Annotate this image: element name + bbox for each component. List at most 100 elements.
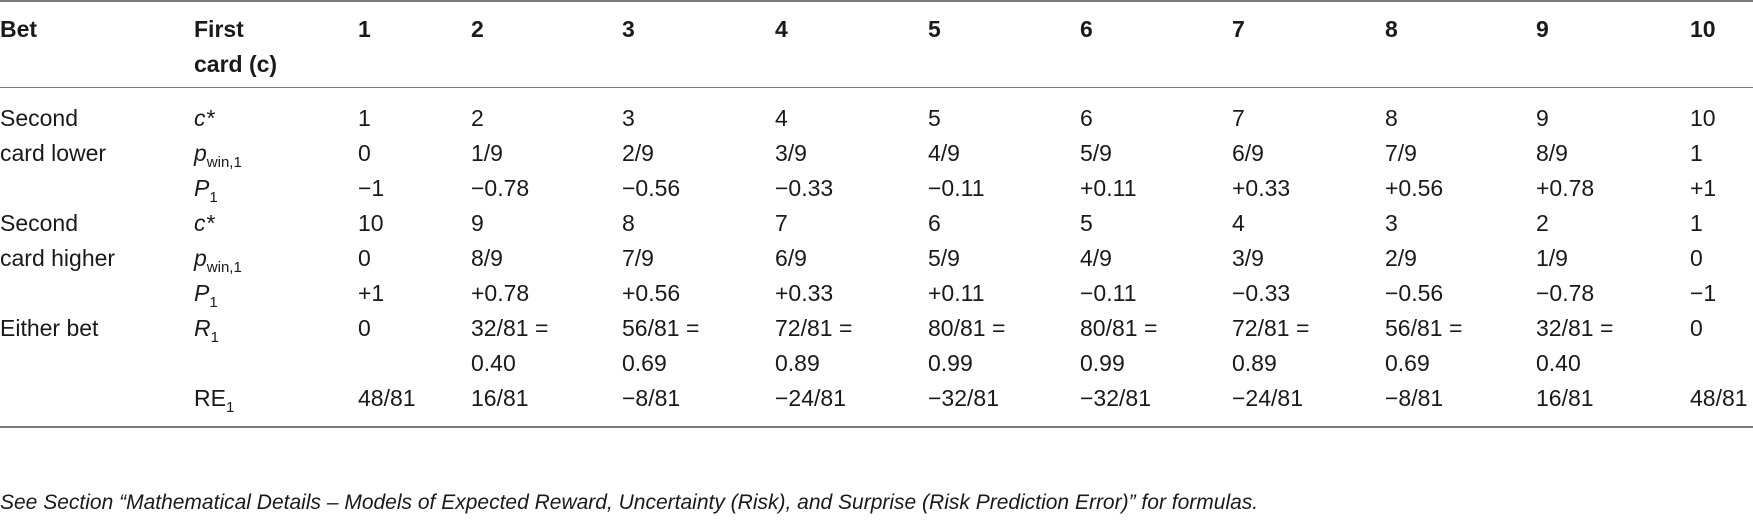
table-cell: −0.56	[1385, 280, 1444, 306]
row-variable: pwin,1	[194, 139, 242, 177]
table-cell: 0.89	[1232, 350, 1277, 376]
table-cell: 3/9	[1232, 245, 1264, 271]
table-cell: 6/9	[775, 245, 807, 271]
table-cell: −0.11	[1080, 280, 1137, 306]
header-col-2: 2	[471, 16, 484, 42]
table-cell: 0.40	[1536, 350, 1581, 376]
table-cell: 3	[622, 105, 635, 131]
table-cell: −0.78	[471, 175, 530, 201]
table-cell: 7/9	[622, 245, 654, 271]
table-cell: 3/9	[775, 140, 807, 166]
table-cell: −32/81	[928, 385, 999, 411]
row-variable-subscript: win,1	[206, 154, 242, 171]
table-cell: +0.56	[622, 280, 681, 306]
group-label-lower-line1: Second	[0, 105, 79, 131]
table-cell: 5	[928, 105, 941, 131]
header-col-3: 3	[622, 16, 635, 42]
table-cell: 8/9	[1536, 140, 1568, 166]
header-bet: Bet	[0, 16, 38, 42]
header-col-1: 1	[358, 16, 371, 42]
table-cell: 6	[1080, 105, 1093, 131]
table-cell: 9	[1536, 105, 1549, 131]
table-cell: 5/9	[928, 245, 960, 271]
table-cell: 32/81 =	[1536, 315, 1614, 341]
row-variable-subscript: 1	[209, 294, 218, 311]
row-variable: c*	[194, 104, 214, 142]
table-cell: 0.89	[775, 350, 820, 376]
row-variable: R1	[194, 314, 219, 352]
table-cell: 32/81 =	[471, 315, 549, 341]
bottom-rule	[0, 426, 1753, 428]
table-cell: 2	[1536, 210, 1549, 236]
table-cell: 1	[1690, 210, 1703, 236]
header-rule	[0, 87, 1753, 88]
row-variable-symbol: p	[194, 140, 207, 166]
table-cell: 0.99	[1080, 350, 1125, 376]
row-variable-symbol: P	[194, 175, 210, 201]
table-cell: −8/81	[622, 385, 681, 411]
row-variable-subscript: win,1	[206, 259, 242, 276]
group-label-lower-line2: card lower	[0, 140, 107, 166]
header-col-6: 6	[1080, 16, 1093, 42]
table-cell: 56/81 =	[1385, 315, 1463, 341]
top-rule	[0, 0, 1753, 2]
row-variable-subscript: 1	[209, 189, 218, 206]
table-cell: −1	[358, 175, 385, 201]
table-cell: −0.33	[775, 175, 834, 201]
table-cell: 1	[1690, 140, 1703, 166]
group-label-either: Either bet	[0, 315, 99, 341]
table-cell: 4/9	[1080, 245, 1112, 271]
row-variable-symbol: RE	[194, 385, 226, 411]
table-cell: 7	[775, 210, 788, 236]
table-cell: 4/9	[928, 140, 960, 166]
table-cell: 72/81 =	[775, 315, 853, 341]
table-cell: +0.11	[1080, 175, 1137, 201]
row-variable-symbol: c*	[194, 210, 215, 236]
header-col-5: 5	[928, 16, 941, 42]
table-cell: +0.33	[1232, 175, 1291, 201]
table-cell: 2/9	[1385, 245, 1417, 271]
table-cell: 16/81	[1536, 385, 1594, 411]
row-variable: P1	[194, 174, 218, 212]
table-cell: +0.33	[775, 280, 834, 306]
row-variable: P1	[194, 279, 218, 317]
table-cell: 10	[358, 210, 384, 236]
table-cell: −8/81	[1385, 385, 1444, 411]
table-cell: 0.40	[471, 350, 516, 376]
table-cell: 8	[1385, 105, 1398, 131]
table-cell: 8/9	[471, 245, 503, 271]
table-cell: 4	[1232, 210, 1245, 236]
table-cell: 72/81 =	[1232, 315, 1310, 341]
header-first-card-line1: First	[194, 16, 244, 42]
table-cell: 7/9	[1385, 140, 1417, 166]
table-cell: 0.99	[928, 350, 973, 376]
table-cell: 0	[1690, 315, 1703, 341]
table-cell: 80/81 =	[1080, 315, 1158, 341]
row-variable: pwin,1	[194, 244, 242, 282]
header-col-8: 8	[1385, 16, 1398, 42]
row-variable-symbol: p	[194, 245, 207, 271]
table-cell: 48/81	[358, 385, 416, 411]
table-cell: 4	[775, 105, 788, 131]
table-cell: −32/81	[1080, 385, 1151, 411]
table-cell: +1	[358, 280, 385, 306]
table-cell: 5/9	[1080, 140, 1112, 166]
header-col-10: 10	[1690, 16, 1716, 42]
table-cell: 8	[622, 210, 635, 236]
table-cell: −0.56	[622, 175, 681, 201]
row-variable-subscript: 1	[225, 399, 235, 416]
table-cell: 9	[471, 210, 484, 236]
row-variable: c*	[194, 209, 214, 247]
table-cell: 5	[1080, 210, 1093, 236]
table-cell: 7	[1232, 105, 1245, 131]
table-cell: −0.78	[1536, 280, 1595, 306]
table-cell: 0	[358, 315, 371, 341]
table-cell: +1	[1690, 175, 1717, 201]
table-cell: −24/81	[775, 385, 846, 411]
group-label-higher-line2: card higher	[0, 245, 116, 271]
table-cell: 1/9	[1536, 245, 1568, 271]
header-col-7: 7	[1232, 16, 1245, 42]
table-cell: −0.11	[928, 175, 985, 201]
row-variable: RE1	[194, 384, 234, 422]
table-cell: 6/9	[1232, 140, 1264, 166]
